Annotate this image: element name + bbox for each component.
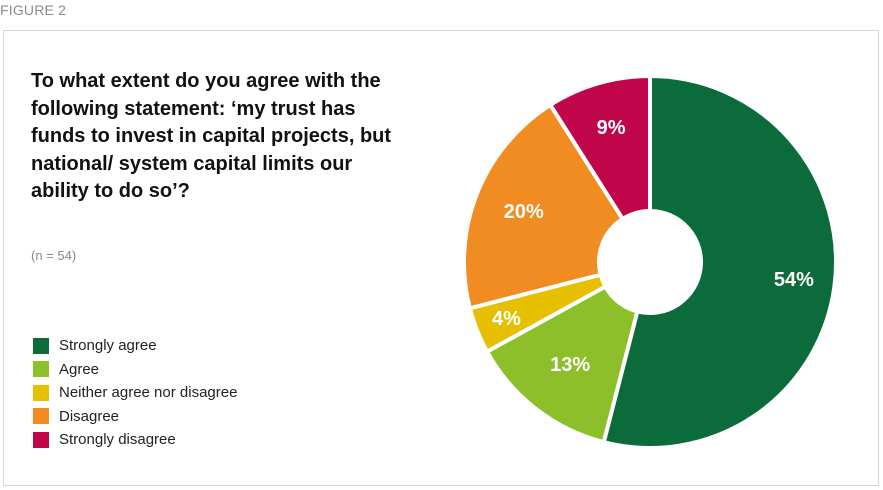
slice-label-neither: 4% [492, 308, 521, 330]
legend-swatch-disagree [33, 408, 49, 425]
legend-label: Strongly disagree [59, 431, 176, 449]
pie-slice-agree [484, 283, 640, 445]
legend-label: Neither agree nor disagree [59, 384, 238, 402]
pie-slice-strongly-disagree [547, 73, 652, 222]
pie-slice-disagree [462, 102, 626, 311]
slices [462, 73, 838, 450]
chart-title: To what extent do you agree with the fol… [31, 70, 392, 202]
legend-swatch-agree [33, 361, 49, 378]
sample-size: (n = 54) [31, 248, 77, 263]
legend-swatch-neither [33, 384, 49, 401]
legend-item-agree: Agree [33, 358, 237, 382]
slice-label-strongly-agree: 54% [774, 269, 814, 291]
pie-slice-strongly-agree [601, 73, 838, 450]
figure-frame [3, 30, 879, 486]
legend: Strongly agree Agree Neither agree nor d… [33, 334, 237, 452]
slice-label-agree: 13% [550, 354, 590, 376]
legend-swatch-strongly-agree [33, 337, 49, 354]
legend-label: Strongly agree [59, 337, 157, 355]
legend-item-disagree: Disagree [33, 405, 237, 429]
legend-swatch-strongly-disagree [33, 431, 49, 448]
legend-label: Disagree [59, 407, 120, 425]
slice-labels: 54% 13% 4% 20% 9% [492, 117, 814, 376]
slice-label-disagree: 20% [504, 201, 544, 223]
figure-label: FIGURE 2 [0, 2, 67, 18]
legend-item-strongly-agree: Strongly agree [33, 334, 237, 358]
slice-label-strongly-disagree: 9% [597, 117, 626, 139]
legend-item-neither: Neither agree nor disagree [33, 381, 237, 405]
legend-item-strongly-disagree: Strongly disagree [33, 428, 237, 452]
legend-label: Agree [59, 360, 100, 378]
